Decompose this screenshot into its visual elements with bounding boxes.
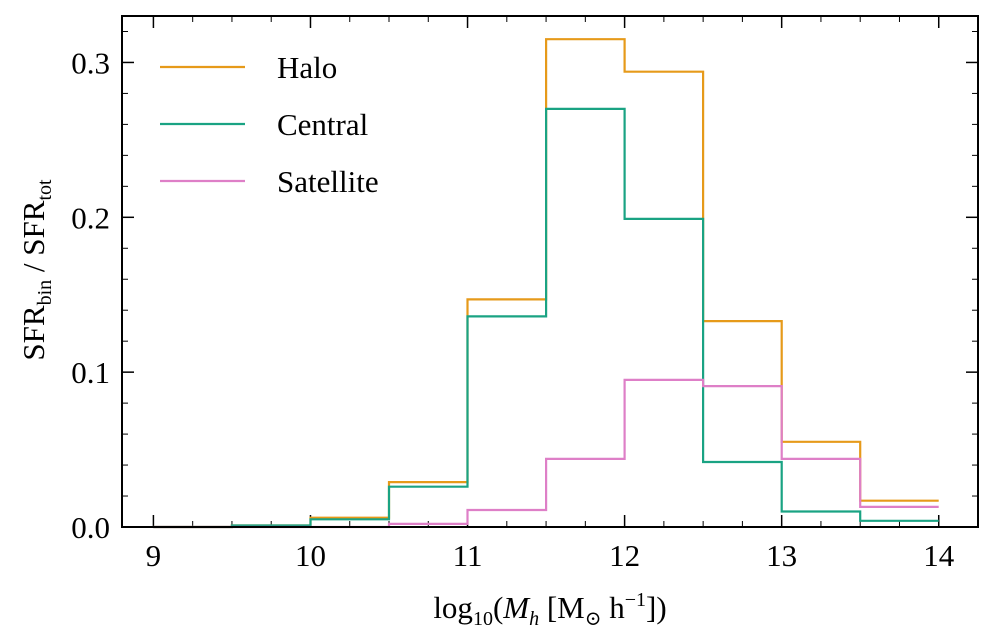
y-tick-label: 0.1 — [71, 355, 110, 390]
x-tick-label: 11 — [453, 538, 483, 573]
x-tick-label: 14 — [923, 538, 955, 573]
y-tick-label: 0.2 — [71, 200, 110, 235]
x-tick-label: 12 — [609, 538, 640, 573]
x-tick-labels: 9 10 11 12 13 14 — [146, 538, 955, 573]
x-tick-label: 13 — [766, 538, 797, 573]
series-central-line — [153, 107, 939, 529]
x-tick-label: 9 — [146, 538, 162, 573]
x-tick-label: 10 — [295, 538, 326, 573]
y-tick-label: 0.0 — [71, 510, 110, 545]
y-axis-label: SFRbin / SFRtot — [16, 179, 56, 361]
y-tick-labels: 0.0 0.1 0.2 0.3 — [71, 45, 110, 545]
x-axis-label: log10(Mh [M⊙ h−1]) — [433, 589, 666, 630]
legend-central-label: Central — [277, 107, 368, 142]
legend-satellite-label: Satellite — [277, 164, 379, 199]
plot-frame — [121, 15, 979, 528]
y-tick-label: 0.3 — [71, 45, 110, 80]
legend: Halo Central Satellite — [160, 50, 379, 199]
legend-halo-label: Halo — [277, 50, 337, 85]
